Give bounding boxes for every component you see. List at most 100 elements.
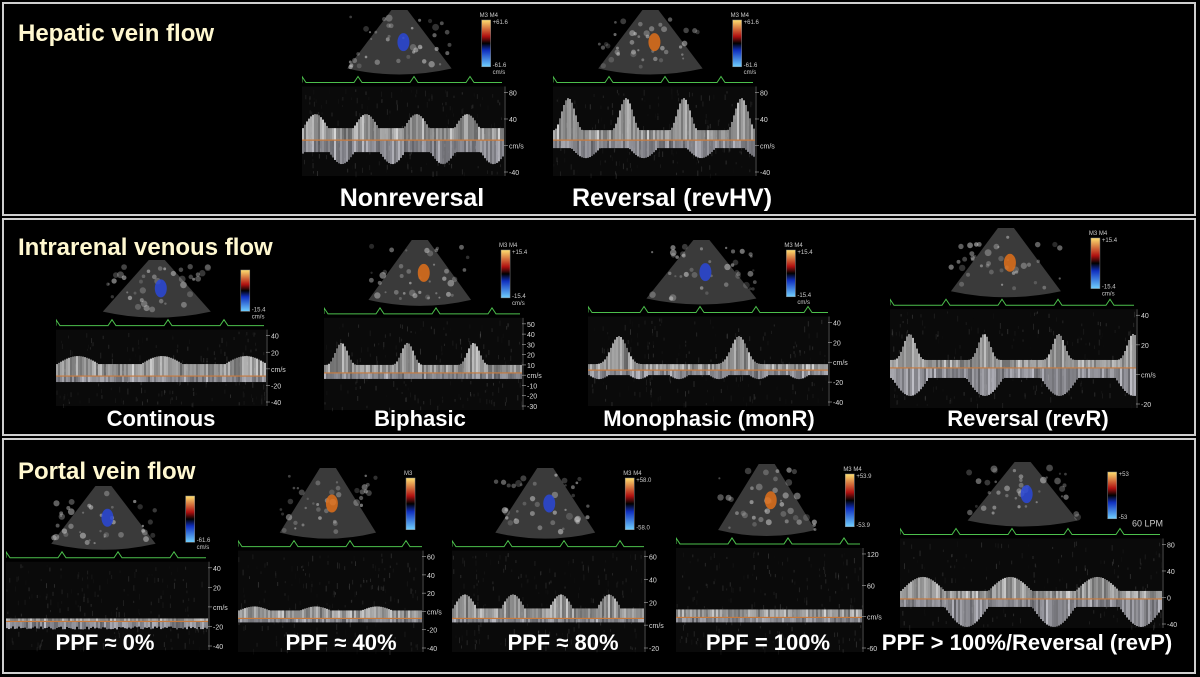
svg-text:+15.4: +15.4 xyxy=(797,250,813,256)
axis-tick-label: 50 xyxy=(527,322,535,329)
axis-tick-label: 40 xyxy=(1167,569,1175,576)
color-scale-bar xyxy=(500,249,511,299)
color-scale-bar xyxy=(240,269,251,312)
axis-tick-label: cm/s xyxy=(1141,372,1156,379)
svg-text:M3 M4: M3 M4 xyxy=(480,13,499,19)
axis-tick-label: -20 xyxy=(271,383,281,390)
axis-tick-label: cm/s xyxy=(213,605,228,612)
caption-nonreversal: Nonreversal xyxy=(339,184,485,212)
color-scale-bar xyxy=(845,473,855,528)
axis-tick-label: cm/s xyxy=(760,143,775,150)
hepatic-nonreversal-image: M3 M4 +61.6 -61.6 cm/s 80 40 cm/s -40 xyxy=(301,8,534,180)
portal-ppf0-image: -61.6 cm/s 40 20 cm/s -20 -40 xyxy=(5,484,238,654)
color-scale-bar xyxy=(185,495,195,543)
svg-text:cm/s: cm/s xyxy=(797,300,810,306)
svg-text:+15.4: +15.4 xyxy=(512,250,528,256)
ecg-trace xyxy=(889,297,1134,306)
color-scale-bar xyxy=(1090,237,1101,289)
svg-text:M3 M4: M3 M4 xyxy=(784,243,803,249)
svg-text:-61.6: -61.6 xyxy=(744,63,758,69)
svg-text:M3: M3 xyxy=(404,471,413,477)
ecg-trace xyxy=(323,306,520,315)
renal-continous-image: -15.4 cm/s 40 20 cm/s -20 -40 xyxy=(55,258,296,410)
svg-text:-15.4: -15.4 xyxy=(512,294,526,300)
portal-ppf40-image: M3 60 40 20 cm/s -20 -40 xyxy=(237,466,452,656)
portal-ppf100-image: M3 M4 +53.9 -53.9 120 60 cm/s -60 xyxy=(675,462,892,656)
axis-tick-label: 40 xyxy=(527,332,535,339)
svg-text:+61.6: +61.6 xyxy=(493,20,509,26)
svg-text:cm/s: cm/s xyxy=(744,70,757,76)
axis-tick-label: 40 xyxy=(833,320,841,327)
svg-text:+53.9: +53.9 xyxy=(856,474,872,480)
svg-text:cm/s: cm/s xyxy=(1102,292,1115,298)
axis-tick-label: 40 xyxy=(1141,313,1149,320)
axis-tick-label: -30 xyxy=(527,404,537,411)
axis-tick-label: cm/s xyxy=(527,373,542,380)
renal-reversal-image: M3 M4 +15.4 -15.4 cm/s 40 20 cm/s -20 xyxy=(889,226,1166,412)
axis-tick-label: -20 xyxy=(833,380,843,387)
ecg-trace xyxy=(451,538,644,548)
axis-tick-label: 40 xyxy=(649,577,657,584)
color-scale-bar xyxy=(481,19,491,68)
color-scale-bar xyxy=(732,19,742,68)
axis-tick-label: -40 xyxy=(509,170,519,177)
axis-tick-label: 40 xyxy=(271,334,279,341)
axis-tick-label: 20 xyxy=(649,600,657,607)
axis-tick-label: 20 xyxy=(1141,343,1149,350)
svg-text:M3 M4: M3 M4 xyxy=(731,13,750,19)
svg-text:+58.0: +58.0 xyxy=(636,478,652,484)
axis-tick-label: cm/s xyxy=(427,609,442,616)
portal-reversal-image: +53 -53 80 40 0 -40 60 LPM xyxy=(899,460,1192,632)
svg-text:+61.6: +61.6 xyxy=(744,20,760,26)
axis-tick-label: 40 xyxy=(509,117,517,124)
color-scale-bar xyxy=(624,477,635,530)
doppler-graphic: M3 60 40 20 cm/s -20 -40 xyxy=(237,468,442,656)
doppler-graphic: M3 M4+53.9 -53.9 120 60 cm/s -60 xyxy=(675,464,882,655)
axis-tick-label: 60 xyxy=(427,555,435,562)
ecg-trace xyxy=(5,550,206,559)
color-scale-bar xyxy=(1107,471,1117,520)
svg-text:-15.4: -15.4 xyxy=(252,307,266,313)
axis-tick-label: 10 xyxy=(527,363,535,370)
portal-title: Portal vein flow xyxy=(18,458,196,485)
ecg-trace xyxy=(301,74,502,83)
axis-tick-label: -20 xyxy=(1141,402,1151,409)
axis-tick-label: -40 xyxy=(833,400,843,407)
ecg-trace xyxy=(587,304,828,313)
axis-tick-label: 60 xyxy=(867,583,875,590)
hepatic-reversal-image: M3 M4 +61.6 -61.6 cm/s 80 40 cm/s -40 xyxy=(552,8,785,180)
hepatic-title: Hepatic vein flow xyxy=(18,20,215,47)
color-scale-bar xyxy=(405,477,416,530)
svg-text:M3 M4: M3 M4 xyxy=(1089,231,1108,237)
caption-reversal-revhv: Reversal (revHV) xyxy=(571,184,773,212)
svg-text:-53: -53 xyxy=(1119,515,1128,521)
axis-tick-label: 40 xyxy=(760,117,768,124)
doppler-graphic: +53 -53 80 40 0 -40 60 LPM xyxy=(899,462,1177,631)
renal-monophasic-image: M3 M4 +15.4 -15.4 cm/s 40 20 cm/s -20 -40 xyxy=(587,238,858,410)
axis-tick-label: 60 xyxy=(649,555,657,562)
caption-ppf80: PPF ≈ 80% xyxy=(507,630,619,655)
caption-reversal-revr: Reversal (revR) xyxy=(947,406,1109,431)
axis-tick-label: -60 xyxy=(867,646,877,653)
svg-text:cm/s: cm/s xyxy=(512,301,525,307)
svg-text:cm/s: cm/s xyxy=(252,314,265,320)
ecg-trace xyxy=(55,318,264,327)
svg-text:M3 M4: M3 M4 xyxy=(499,243,518,249)
axis-tick-label: cm/s xyxy=(649,623,664,630)
axis-tick-label: 40 xyxy=(213,566,221,573)
axis-tick-label: 0 xyxy=(1167,595,1171,602)
svg-text:M3 M4: M3 M4 xyxy=(843,467,862,473)
svg-text:-61.6: -61.6 xyxy=(197,538,211,544)
axis-tick-label: -20 xyxy=(527,394,537,401)
axis-tick-label: -20 xyxy=(213,624,223,631)
axis-tick-label: 80 xyxy=(760,90,768,97)
axis-tick-label: -10 xyxy=(527,383,537,390)
svg-text:cm/s: cm/s xyxy=(493,70,506,76)
ecg-trace xyxy=(675,536,860,545)
doppler-graphic: M3 M4+58.0 -58.0 60 40 20 cm/s -20 xyxy=(451,468,664,653)
renal-title: Intrarenal venous flow xyxy=(18,234,273,261)
